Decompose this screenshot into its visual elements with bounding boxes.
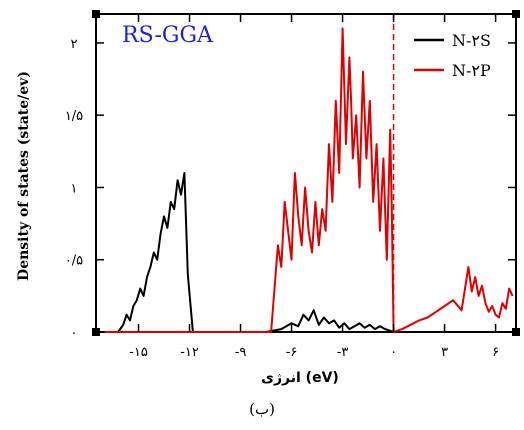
series-line-1 [104,172,513,333]
x-tick-label: ۰ [390,345,397,360]
series-line-2 [104,27,514,333]
plot-area [92,10,520,336]
y-tick-label: ۱ [71,181,78,196]
y-tick-label: ۰ [71,326,78,341]
x-tick-label: -۱۵ [129,345,148,360]
y-axis-label: Density of states (state/ev) [16,71,32,281]
legend-label-1: N-۲S [452,31,491,50]
y-tick-label: ۱/۵ [65,109,83,124]
y-tick-label: ۲ [71,37,78,52]
legend-label-2: N-۲P [452,61,491,80]
frame-corner-marker [512,10,520,18]
chart-title: RS-GGA [122,23,214,48]
x-tick-label: -۶ [286,345,298,360]
x-tick-label: -۹ [235,345,247,360]
figure-caption: (ب) [249,400,275,418]
axis-ticks: -۱۵ -۱۲ -۹ -۶ -۳ ۰ ۳ ۶ ۰ ۰/۵ ۱ ۱/۵ ۲ [65,14,516,360]
series-layer [104,27,514,333]
plot-frame [95,13,517,333]
x-tick-label: -۱۲ [180,345,199,360]
legend: N-۲S N-۲P [414,31,491,80]
x-tick-label: ۳ [441,345,448,360]
x-tick-label: ۶ [492,345,499,360]
frame-corner-marker [92,10,100,18]
x-axis-label: انرژی (eV) [261,370,339,386]
x-tick-label: -۳ [337,345,349,360]
y-tick-label: ۰/۵ [65,254,83,269]
